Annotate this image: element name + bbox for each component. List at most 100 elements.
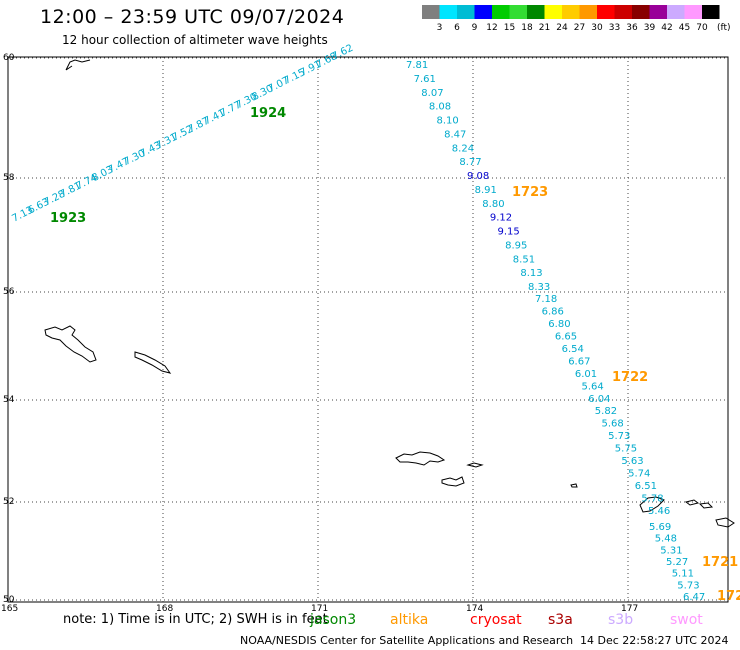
colorbar-tick-label: 36 bbox=[626, 23, 638, 33]
wave-height-label: 7.61 bbox=[414, 74, 436, 85]
coast-islands-east-3 bbox=[715, 517, 735, 528]
wave-height-label: 8.51 bbox=[513, 254, 535, 265]
wave-height-label: 9.12 bbox=[490, 213, 512, 224]
wave-height-label: 6.51 bbox=[635, 481, 657, 492]
wave-height-label: 8.07 bbox=[421, 88, 443, 99]
coast-atka-island bbox=[395, 451, 446, 466]
colorbar-unit: (ft) bbox=[717, 23, 731, 33]
colorbar-swatch bbox=[422, 5, 440, 19]
legend-swot: swot bbox=[670, 612, 703, 628]
color-legend: 3 6 9 12 15 18 21 24 27 30 33 36 39 42 45 70 (ft) bbox=[422, 5, 731, 33]
wave-height-label: 6.80 bbox=[548, 319, 570, 330]
coast-pribilof-st-george bbox=[134, 351, 172, 374]
page-subtitle: 12 hour collection of altimeter wave hei… bbox=[62, 33, 328, 47]
colorbar-swatch bbox=[474, 5, 492, 19]
lat-axis-labels: 60 58 56 54 52 50 bbox=[3, 53, 15, 605]
legend-cryosat: cryosat bbox=[470, 612, 522, 628]
colorbar-tick-label: 18 bbox=[521, 23, 533, 33]
wave-height-label: 6.67 bbox=[568, 356, 590, 367]
graticule bbox=[8, 57, 728, 602]
colorbar-swatch bbox=[667, 5, 685, 19]
colorbar-swatch bbox=[562, 5, 580, 19]
footer-note: note: 1) Time is in UTC; 2) SWH is in fe… bbox=[63, 612, 328, 627]
colorbar-tick-label: 27 bbox=[574, 23, 585, 33]
wave-height-label: 5.73 bbox=[608, 431, 630, 442]
coast-small-island-2 bbox=[570, 483, 578, 488]
wave-height-label: 8.33 bbox=[528, 282, 550, 293]
colorbar-swatch bbox=[684, 5, 702, 19]
colorbar-swatch bbox=[492, 5, 510, 19]
track-time-label: 1722 bbox=[612, 370, 648, 385]
wave-height-label: 5.82 bbox=[595, 406, 617, 417]
legend-altika: altika bbox=[390, 612, 429, 628]
wave-height-label: 5.46 bbox=[648, 506, 670, 517]
colorbar-tick-label: 45 bbox=[679, 23, 690, 33]
wave-height-label: 8.24 bbox=[452, 143, 474, 154]
colorbar-tick-label: 21 bbox=[539, 23, 550, 33]
colorbar-swatch bbox=[457, 5, 475, 19]
colorbar-tick-label: 3 bbox=[437, 23, 443, 33]
lon-label-177: 177 bbox=[621, 604, 638, 614]
wave-height-label: 5.64 bbox=[582, 381, 604, 392]
wave-height-label: 7.18 bbox=[535, 294, 557, 305]
wave-height-label: 6.54 bbox=[562, 344, 584, 355]
colorbar-tick-label: 24 bbox=[556, 23, 568, 33]
wave-height-label: 8.47 bbox=[444, 129, 466, 140]
wave-height-label: 8.80 bbox=[482, 199, 504, 210]
wave-height-label: 5.74 bbox=[628, 469, 650, 480]
legend-s3a: s3a bbox=[548, 612, 573, 628]
lon-label-168: 168 bbox=[156, 604, 173, 614]
track-time-label: 1723 bbox=[512, 185, 548, 200]
colorbar-tick-label: 70 bbox=[696, 23, 708, 33]
wave-height-label: 8.91 bbox=[475, 185, 497, 196]
legend-jason3: jason3 bbox=[310, 612, 357, 628]
lat-label-50: 50 bbox=[3, 595, 15, 605]
colorbar-swatch bbox=[702, 5, 720, 19]
wave-height-label: 9.08 bbox=[467, 171, 489, 182]
colorbar-tick-label: 39 bbox=[644, 23, 656, 33]
colorbar-swatch bbox=[614, 5, 632, 19]
wave-height-label: 5.73 bbox=[677, 580, 699, 591]
coast-top-left bbox=[65, 59, 91, 71]
colorbar-tick-label: 33 bbox=[609, 23, 620, 33]
coast-adak bbox=[639, 496, 665, 513]
wave-height-label: 5.27 bbox=[666, 557, 688, 568]
colorbar-swatch bbox=[527, 5, 545, 19]
track-time-label: 1924 bbox=[250, 106, 286, 121]
colorbar-swatch bbox=[632, 5, 650, 19]
colorbar-tick-label: 15 bbox=[504, 23, 515, 33]
lon-axis-labels: 165 168 171 174 177 bbox=[1, 604, 638, 614]
coast-amlia bbox=[441, 476, 465, 487]
wave-height-label: 5.75 bbox=[615, 444, 637, 455]
track-time-label: 1923 bbox=[50, 211, 86, 226]
map-frame bbox=[7, 56, 729, 603]
wave-height-label: 6.65 bbox=[555, 331, 577, 342]
wave-height-label: 7.62 bbox=[330, 43, 355, 63]
footer-credit: NOAA/NESDIS Center for Satellite Applica… bbox=[240, 634, 574, 647]
wave-height-label: 8.08 bbox=[429, 102, 451, 113]
wave-height-label: 8.10 bbox=[437, 116, 459, 127]
wave-height-label: 8.13 bbox=[520, 268, 542, 279]
lat-label-52: 52 bbox=[3, 497, 14, 507]
lon-label-171: 171 bbox=[311, 604, 328, 614]
colorbar-tick-label: 6 bbox=[454, 23, 460, 33]
wave-height-label: 5.31 bbox=[660, 545, 682, 556]
colorbar-swatch bbox=[597, 5, 615, 19]
lat-label-58: 58 bbox=[3, 173, 15, 183]
wave-height-label: 5.11 bbox=[672, 569, 694, 580]
colorbar-swatch bbox=[439, 5, 457, 19]
wave-height-label: 6.04 bbox=[588, 394, 610, 405]
colorbar-swatch bbox=[579, 5, 597, 19]
track-time-label: 172 bbox=[717, 589, 740, 604]
lat-label-54: 54 bbox=[3, 395, 15, 405]
wave-height-label: 5.63 bbox=[621, 456, 643, 467]
colorbar-tick-label: 42 bbox=[661, 23, 672, 33]
wave-height-label: 6.47 bbox=[683, 592, 705, 603]
altimeter-tracks: 7.136.637.287.817.748.037.477.307.437.31… bbox=[10, 43, 740, 604]
wave-height-label: 5.69 bbox=[649, 522, 671, 533]
colorbar-tick-label: 9 bbox=[472, 23, 478, 33]
page-title: 12:00 – 23:59 UTC 09/07/2024 bbox=[40, 6, 345, 28]
wave-height-label: 8.95 bbox=[505, 240, 527, 251]
wave-height-label: 6.01 bbox=[575, 369, 597, 380]
